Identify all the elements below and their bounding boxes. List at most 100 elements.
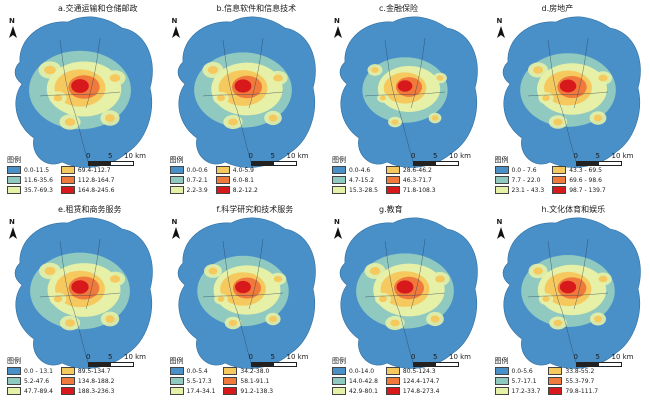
north-arrow-icon: N [333,218,343,240]
legend-item: 124.4-174.7 [385,377,440,385]
density-zone [598,275,607,283]
legend-title: 图例 [494,357,509,365]
density-zone [234,280,251,294]
legend-label: 43.3 - 69.5 [569,166,602,174]
legend-label: 28.6-46.2 [402,166,432,174]
legend-item: 55.3-79.7 [548,377,598,385]
legend-item: 5.5-17.3 [169,377,216,385]
scale-bar: 0 5 10 km [574,152,634,166]
legend: 图例 0.0-4.6 4.7-15.2 15.3-28.5 28.6-46.2 46.3-… [332,155,482,194]
legend-swatch [548,367,563,375]
density-zone [436,75,444,81]
legend-label: 17.4-34.1 [186,387,216,395]
scale-bar: 0 5 10 km [411,353,471,367]
legend-item: 112.8-164.7 [60,176,114,184]
density-zone [109,74,121,82]
legend-label: 35.7-69.3 [24,186,53,194]
legend-item: 14.0-42.8 [332,377,378,385]
legend-swatch [7,176,21,184]
map-panel: b.信息软件和信息技术 N 0 5 10 km 图例 0.0-0.6 0.7-2.1 2.2-3… [163,0,325,201]
density-zone [216,94,225,102]
legend-swatch [332,377,346,385]
density-zone [541,296,550,302]
legend-label: 0.7-2.1 [186,176,208,184]
density-zone [64,319,76,327]
legend-label: 55.3-79.7 [565,377,595,385]
legend-swatch [7,387,21,395]
density-zone [396,280,414,294]
density-zone [64,118,76,126]
district-boundary [384,240,400,312]
legend-item: 35.7-69.3 [7,186,53,194]
legend: 图例 0.0-14.0 14.0-42.8 42.9-80.1 80.5-124.3 12… [332,356,482,395]
legend-label: 91.2-138.3 [240,387,274,395]
density-zone [44,65,56,75]
map-panel: c.金融保险 N 0 5 10 km 图例 0.0-4.6 4.7-15.2 15.3-28.5… [325,0,487,201]
scale-bar: 0 5 10 km [86,353,146,367]
panel-title: b.信息软件和信息技术 [216,4,297,13]
legend-title: 图例 [332,156,346,164]
density-zone [431,115,439,121]
density-zone [208,267,217,275]
district-boundary [85,37,101,109]
north-arrow-icon: N [8,218,18,240]
legend-item: 91.2-138.3 [223,387,273,395]
map-panel: f.科学研究和技术服务 N 0 5 10 km 图例 0.0-5.4 5.5-17.3 17.4… [163,201,325,402]
density-zone [593,114,602,122]
district-boundary [59,39,75,111]
legend-label: 0.0-11.5 [24,166,50,174]
legend-swatch [169,186,184,194]
north-arrow-icon: N [8,17,18,39]
map-panel: g.教育 N 0 5 10 km 图例 0.0-14.0 14.0-42.8 42.9-80.1… [325,201,487,402]
legend-label: 0.0 - 13.1 [24,367,53,375]
legend-item: 188.3-236.3 [60,387,114,395]
legend: 图例 0.0-5.4 5.5-17.3 17.4-34.1 34.2-38.0 58.1-… [169,356,320,395]
legend-item: 15.3-28.5 [332,186,378,194]
legend-swatch [494,377,509,385]
legend-item: 0.7-2.1 [169,176,208,184]
density-zone [541,95,550,101]
legend-item: 8.2-12.2 [215,186,258,194]
legend-label: 134.8-188.2 [77,377,115,385]
district-boundary [202,292,283,298]
legend-swatch [552,186,567,194]
density-zone [268,114,277,122]
legend-label: 34.2-38.0 [240,367,270,375]
legend-swatch [223,367,238,375]
density-zone [268,315,277,323]
legend-label: 5.5-17.3 [186,377,212,385]
district-boundary [59,240,75,312]
district-boundary [527,91,608,97]
panel-title: c.金融保险 [379,4,418,13]
density-zone [532,66,543,74]
legend-label: 8.2-12.2 [232,186,258,194]
legend-item: 89.5-134.7 [60,367,115,375]
choropleth-map [502,217,641,370]
legend-item: 71.8-108.3 [385,186,436,194]
north-arrow-icon: N [496,218,506,240]
legend-label: 46.3-71.7 [402,176,432,184]
district-boundary [547,240,562,312]
density-zone [71,280,89,294]
legend-item: 6.0-8.1 [215,176,258,184]
density-zone [369,267,381,275]
density-zone [379,295,387,303]
legend-label: 17.2-33.7 [511,387,541,395]
legend-swatch [332,387,346,395]
district-boundary [410,37,426,109]
density-zone [217,296,224,302]
legend-swatch [385,367,400,375]
legend-label: 58.1-91.1 [240,377,270,385]
north-arrow-icon: N [171,218,181,240]
legend-item: 0.0 - 7.6 [494,166,545,174]
legend-label: 71.8-108.3 [402,186,436,194]
legend-swatch [385,186,400,194]
legend-item: 46.3-71.7 [385,176,436,184]
legend-swatch [223,377,238,385]
choropleth-map [502,16,641,169]
density-zone [559,280,576,294]
scale-bar: 0 5 10 km [249,152,309,166]
legend-label: 124.4-174.7 [402,377,440,385]
scale-bar: 0 5 10 km [86,152,146,166]
legend-label: 11.6-35.6 [24,176,53,184]
